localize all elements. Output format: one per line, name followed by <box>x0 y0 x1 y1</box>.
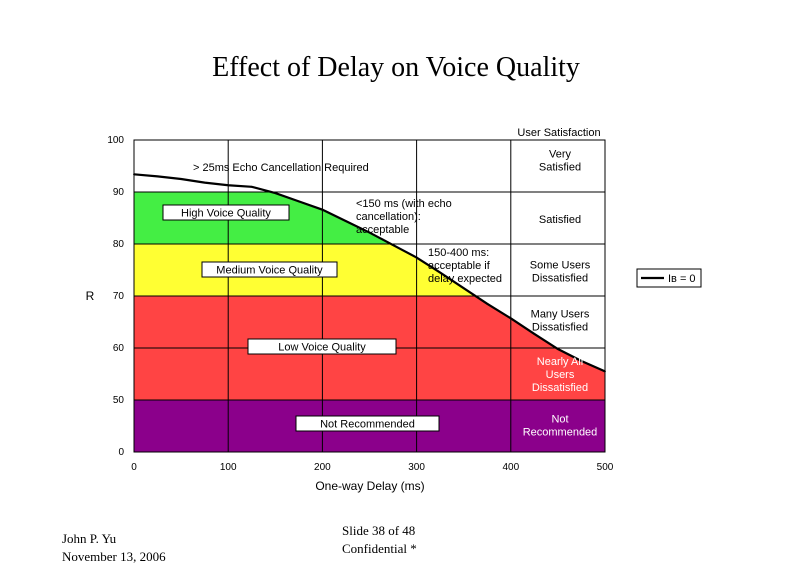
data-point <box>392 244 394 246</box>
satisfaction-many-users: Many Users Dissatisfied <box>531 309 590 334</box>
y-tick-label: 70 <box>113 291 125 302</box>
data-point <box>509 317 512 320</box>
footer-author-block: John P. Yu November 13, 2006 <box>62 530 166 566</box>
data-point <box>203 181 206 184</box>
label-not-recommended-box <box>295 415 440 432</box>
data-point <box>462 287 465 290</box>
satisfaction-nearly-all-users: Nearly All Users Dissatisfied <box>532 356 588 394</box>
y-tick-label: 0 <box>118 447 124 458</box>
data-point <box>439 271 442 274</box>
label-medium-voice-quality-box <box>201 261 338 278</box>
annotation-echo-cancellation: > 25ms Echo Cancellation Required <box>193 162 369 174</box>
data-point <box>533 333 536 335</box>
y-tick-label: 90 <box>113 187 125 198</box>
data-point <box>580 360 583 362</box>
area-above-curve <box>134 140 605 372</box>
footer-author: John P. Yu <box>62 531 117 546</box>
y-tick-label: 80 <box>113 239 125 250</box>
data-point <box>156 175 159 178</box>
label-high-voice-quality-box <box>162 204 290 221</box>
y-tick-label: 100 <box>107 135 124 146</box>
data-point <box>180 178 183 180</box>
data-point <box>486 302 489 305</box>
data-point <box>368 231 371 234</box>
data-point <box>557 348 559 350</box>
annotation-150-400ms: 150-400 ms: acceptable if delay expected <box>428 247 502 285</box>
footer-slide-number: Slide 38 of 48 <box>342 523 416 538</box>
footer-slide-block: Slide 38 of 48 Confidential * <box>342 522 417 558</box>
data-point <box>250 185 253 188</box>
x-tick-label: 300 <box>408 462 425 473</box>
satisfaction-not-recommended: Not Recommended <box>523 414 598 439</box>
satisfaction-header: User Satisfaction <box>517 127 600 139</box>
x-tick-label: 200 <box>314 462 331 473</box>
data-point <box>415 256 418 259</box>
band-4 <box>134 348 605 400</box>
legend-box <box>636 268 702 288</box>
y-axis-label: R <box>86 289 95 303</box>
data-point <box>345 220 347 223</box>
data-point <box>227 184 230 187</box>
y-tick-label: 50 <box>113 395 125 406</box>
slide-title: Effect of Delay on Voice Quality <box>212 52 580 83</box>
annotation-under-150ms: <150 ms (with echo cancellation): acceptab… <box>356 198 452 236</box>
satisfaction-some-users: Some Users Dissatisfied <box>530 260 591 285</box>
footer-date: November 13, 2006 <box>62 549 166 564</box>
x-axis-label: One-way Delay (ms) <box>315 479 424 493</box>
label-medium-voice-quality: Medium Voice Quality <box>216 265 323 277</box>
y-tick-label: 60 <box>113 343 125 354</box>
legend-label: Iʙ = 0 <box>668 273 696 285</box>
label-low-voice-quality-box <box>247 338 397 355</box>
footer-confidential: Confidential * <box>342 541 417 556</box>
data-point <box>604 370 606 373</box>
x-tick-label: 0 <box>131 462 137 473</box>
x-tick-label: 100 <box>220 462 237 473</box>
satisfaction-satisfied: Satisfied <box>539 214 581 226</box>
data-point <box>274 192 277 194</box>
x-tick-label: 500 <box>597 462 614 473</box>
data-point <box>133 173 135 176</box>
x-tick-label: 400 <box>502 462 519 473</box>
data-point <box>297 200 300 203</box>
label-not-recommended: Not Recommended <box>320 419 415 431</box>
data-point <box>321 208 324 211</box>
label-high-voice-quality: High Voice Quality <box>181 208 271 220</box>
label-low-voice-quality: Low Voice Quality <box>278 342 366 354</box>
satisfaction-very-satisfied: Very Satisfied <box>539 149 581 174</box>
plot-frame <box>133 139 606 453</box>
